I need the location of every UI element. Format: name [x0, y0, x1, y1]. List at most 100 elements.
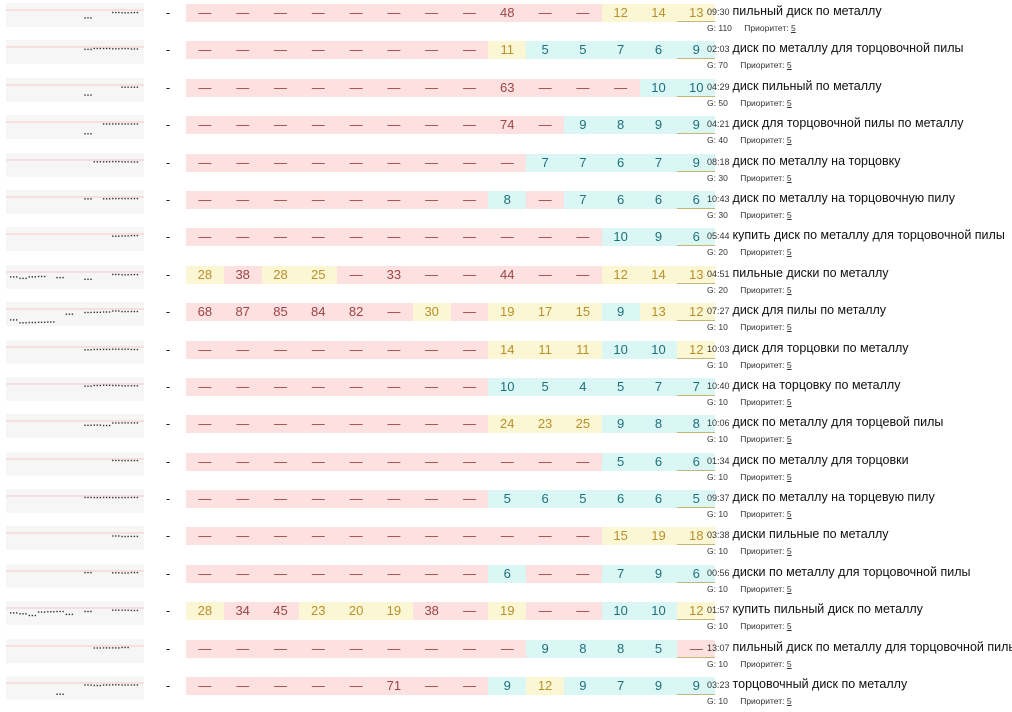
priority-label: Приоритет: — [740, 621, 785, 632]
position-cell: — — [374, 415, 413, 434]
keyword-phrase[interactable]: диск пильный по металлу — [732, 78, 882, 93]
position-cell: — — [450, 41, 489, 60]
position-cell: 14 — [639, 265, 678, 284]
position-sparkline — [6, 115, 144, 140]
position-cell: 9 — [526, 639, 564, 658]
position-cell: — — [299, 116, 338, 135]
g-value: 50 — [718, 97, 728, 108]
row-dash: - — [165, 304, 171, 320]
position-cell: — — [223, 452, 262, 471]
priority-link[interactable]: 5 — [786, 434, 792, 445]
table-row: - — — — — — — — —11 5 5 7 6 9 02:03 диск по металлу д… — [0, 37, 1012, 74]
priority-link[interactable]: 5 — [786, 509, 792, 520]
g-label: G: — [707, 60, 716, 71]
keyword-phrase[interactable]: диск по металлу для торцевой пилы — [732, 415, 944, 430]
position-cell: — — [337, 452, 375, 471]
priority-link[interactable]: 5 — [790, 23, 796, 33]
position-cell: — — [374, 153, 413, 172]
position-cell: 20 — [337, 602, 375, 621]
priority-link[interactable]: 5 — [786, 135, 792, 146]
position-cells: — — — — — — — — —7 7 6 7 9 — [186, 153, 716, 172]
position-cell: — — [337, 490, 375, 509]
priority-link[interactable]: 5 — [786, 658, 792, 669]
priority-label: Приоритет: — [740, 583, 785, 594]
position-cell: 7 — [563, 153, 602, 172]
position-cell: — — [374, 41, 413, 60]
priority-link[interactable]: 5 — [786, 396, 792, 407]
keyword-info: 00:56 диски по металлу для торцовочной пи… — [707, 563, 1012, 594]
position-cell: 6 — [601, 153, 640, 172]
priority-link[interactable]: 5 — [786, 696, 792, 707]
g-value: 10 — [718, 471, 728, 482]
keyword-phrase[interactable]: диск по металлу на торцовку — [732, 153, 901, 168]
keyword-phrase[interactable]: диск для торцовки по металлу — [732, 340, 909, 355]
position-cell: — — [563, 78, 602, 97]
keyword-phrase[interactable]: купить диск по металлу для торцовочной п… — [732, 228, 1005, 243]
keyword-info: 07:27 диск для пилы по металлу G: 10 Прио… — [707, 301, 1012, 332]
position-cell: 8 — [677, 415, 716, 434]
position-cell: 18 — [677, 527, 716, 546]
position-cell: — — [526, 116, 564, 135]
g-value: 30 — [718, 172, 728, 183]
keyword-phrase[interactable]: диск по металлу для торцовки — [732, 452, 909, 467]
position-cells: — — — — — — — — — — —10 9 6 — [186, 228, 716, 247]
position-cell: — — [563, 4, 602, 22]
position-cell: — — [299, 228, 338, 247]
g-label: G: — [707, 396, 716, 407]
position-cell: 34 — [223, 602, 262, 621]
priority-link[interactable]: 5 — [786, 97, 792, 108]
position-cell: 23 — [299, 602, 338, 621]
position-cell: 10 — [639, 602, 678, 621]
priority-link[interactable]: 5 — [786, 60, 792, 71]
position-cell: 38 — [223, 265, 262, 284]
position-cell: 28 — [261, 265, 300, 284]
position-cell: — — [186, 228, 224, 247]
keyword-phrase[interactable]: купить пильный диск по металлу — [732, 602, 923, 617]
position-cell: — — [374, 116, 413, 135]
keyword-info: 08:18 диск по металлу на торцовку G: 30 П… — [707, 152, 1012, 183]
table-row: - — — — — — — — —5 6 5 6 6 5 09:37 диск по металлу на… — [0, 486, 1012, 523]
priority-link[interactable]: 5 — [786, 621, 792, 632]
keyword-phrase[interactable]: диски по металлу для торцовочной пилы — [732, 564, 971, 579]
priority-label: Приоритет: — [740, 247, 785, 258]
position-cell: 10 — [601, 602, 640, 621]
position-cells: — — — — — — — —24 23 25 9 8 8 — [186, 415, 716, 434]
keyword-phrase[interactable]: пильные диски по металлу — [732, 265, 889, 280]
priority-link[interactable]: 5 — [786, 583, 792, 594]
position-cell: — — [526, 190, 564, 209]
priority-link[interactable]: 5 — [786, 471, 792, 482]
keyword-phrase[interactable]: диски пильные по металлу — [732, 527, 889, 542]
position-cell: 7 — [601, 564, 640, 583]
keyword-phrase[interactable]: пильный диск по металлу — [732, 4, 882, 18]
priority-link[interactable]: 5 — [786, 546, 792, 557]
check-time: 03:23 — [707, 680, 730, 691]
position-cell: — — [374, 303, 413, 322]
position-cell: — — [261, 677, 300, 696]
position-cell: — — [299, 153, 338, 172]
position-cells: — — — — — — — — —9 8 8 5— — [186, 639, 716, 658]
keyword-phrase[interactable]: торцовочный диск по металлу — [732, 677, 908, 692]
keyword-phrase[interactable]: диск для пилы по металлу — [732, 303, 887, 318]
keyword-phrase[interactable]: диск для торцовочной пилы по металлу — [732, 116, 964, 131]
priority-link[interactable]: 5 — [786, 247, 792, 258]
priority-link[interactable]: 5 — [786, 284, 792, 295]
priority-link[interactable]: 5 — [786, 322, 792, 333]
priority-link[interactable]: 5 — [786, 172, 792, 183]
position-cell: 6 — [677, 228, 716, 247]
check-time: 03:38 — [707, 530, 730, 541]
position-cell: — — [450, 116, 489, 135]
keyword-phrase[interactable]: диск по металлу для торцовочной пилы — [732, 41, 964, 56]
position-cell: 10 — [677, 78, 716, 97]
g-label: G: — [707, 509, 716, 520]
keyword-phrase[interactable]: диск по металлу на торцовочную пилу — [732, 190, 955, 205]
priority-link[interactable]: 5 — [786, 359, 792, 370]
keyword-phrase[interactable]: диск по металлу на торцевую пилу — [732, 490, 935, 505]
keyword-phrase[interactable]: диск на торцовку по металлу — [732, 377, 901, 392]
position-cell: — — [412, 377, 451, 396]
keyword-info: 01:34 диск по металлу для торцовки G: 10 … — [707, 451, 1012, 482]
priority-link[interactable]: 5 — [786, 209, 792, 220]
table-row: - — — — — — — — — — — —15 19 18 03:38 диски пильные п… — [0, 523, 1012, 560]
row-dash: - — [165, 640, 171, 656]
keyword-phrase[interactable]: пильный диск по металлу для торцовочной … — [732, 639, 1012, 654]
position-cell: 5 — [526, 41, 564, 60]
